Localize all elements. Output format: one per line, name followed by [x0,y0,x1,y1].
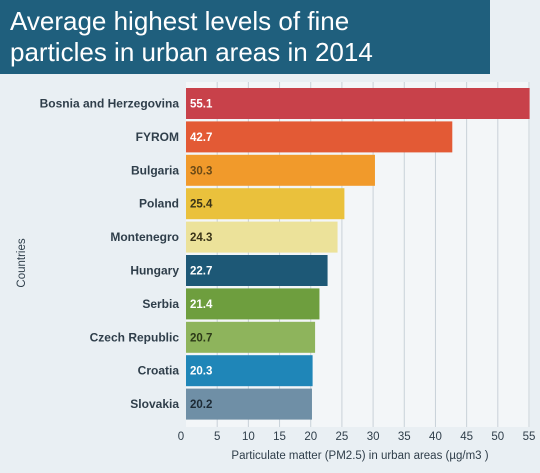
bar [186,221,338,253]
data-label: 21.4 [190,299,213,311]
bar [186,154,375,186]
category-label: Czech Republic [90,330,180,344]
category-label: Bulgaria [131,163,179,177]
data-label: 30.3 [190,165,212,177]
x-tick-label: 25 [336,431,349,443]
category-label: Serbia [142,297,179,311]
x-tick-label: 15 [273,431,286,443]
data-label: 20.2 [190,399,212,411]
title-banner: Average highest levels of fine particles… [0,0,490,74]
x-tick-label: 30 [367,431,380,443]
bar [186,388,312,420]
category-label: Bosnia and Herzegovina [40,97,180,111]
bar [186,188,345,220]
x-tick-label: 45 [460,431,473,443]
category-label: Poland [139,197,179,211]
bar [186,321,316,353]
x-tick-label: 55 [523,431,536,443]
data-label: 20.7 [190,332,212,344]
x-tick-label: 50 [491,431,504,443]
bar [186,88,530,119]
category-label: Montenegro [110,230,179,244]
category-label: Croatia [138,364,180,378]
data-label: 42.7 [190,132,212,144]
data-label: 55.1 [190,99,213,111]
data-label: 25.4 [190,199,213,211]
x-axis-title: Particulate matter (PM2.5) in urban area… [231,450,488,462]
category-label: Slovakia [130,397,179,411]
x-tick-label: 0 [178,431,184,443]
x-tick-label: 5 [214,431,220,443]
bar [186,121,453,153]
data-label: 24.3 [190,232,212,244]
chart-title-line-1: Average highest levels of fine [10,6,350,36]
category-label: Hungary [130,264,179,278]
x-tick-label: 20 [304,431,317,443]
x-tick-label: 35 [398,431,411,443]
bar [186,355,313,387]
data-label: 20.3 [190,366,212,378]
chart-title-line-2: particles in urban areas in 2014 [10,37,373,67]
y-axis-title: Countries [16,238,28,287]
bar [186,255,328,286]
x-tick-label: 10 [242,431,255,443]
chart-title: Average highest levels of fine particles… [10,6,485,68]
x-tick-label: 40 [429,431,442,443]
bar [186,288,320,320]
data-label: 22.7 [190,266,212,278]
category-label: FYROM [136,130,179,144]
